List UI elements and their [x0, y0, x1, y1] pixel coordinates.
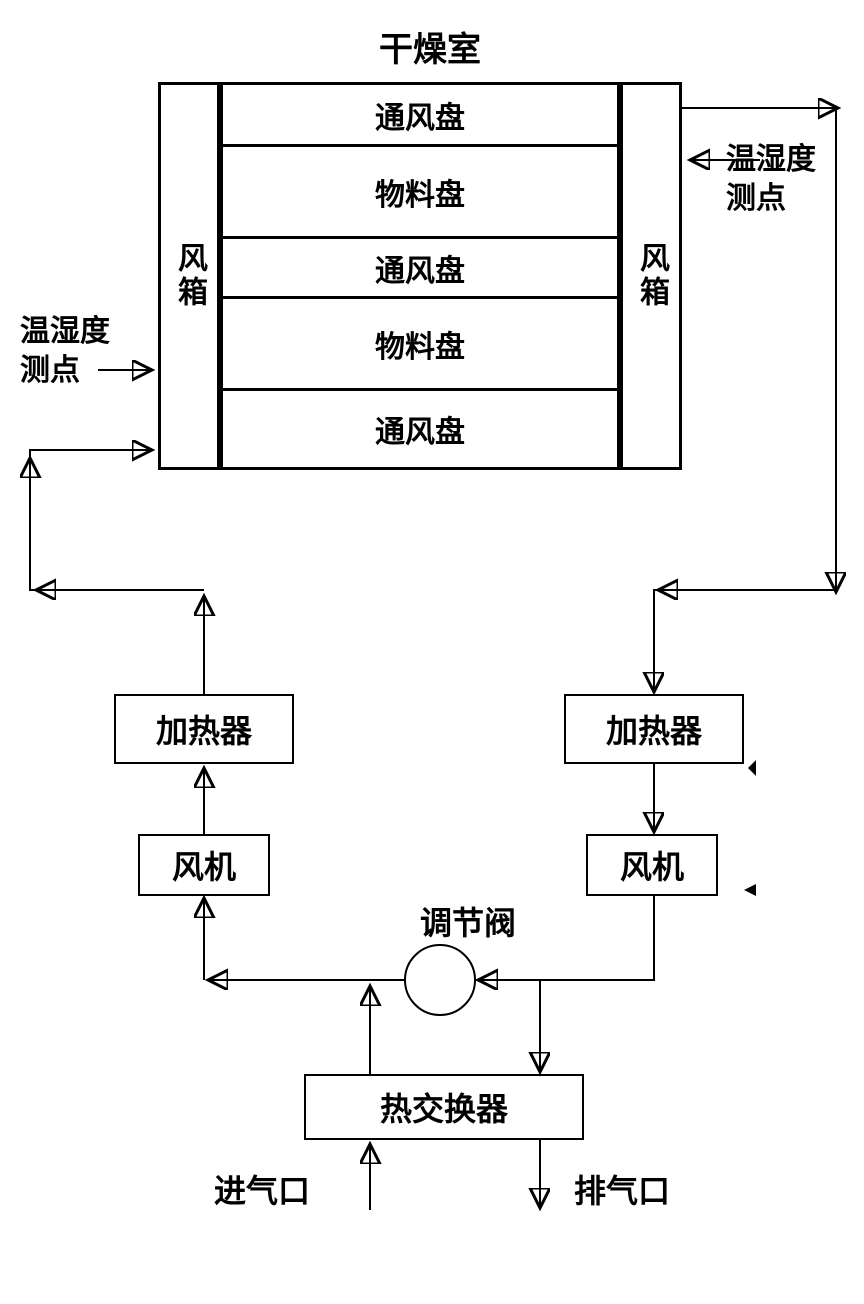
right-sensor-l2: 测点: [726, 179, 816, 218]
left-windbox: 风箱: [158, 82, 220, 470]
right-windbox: 风箱: [620, 82, 682, 470]
left-sensor-l2: 测点: [20, 351, 110, 390]
valve-circle: [404, 944, 476, 1016]
valve-label: 调节阀: [420, 898, 516, 944]
inlet-label: 进气口: [214, 1166, 310, 1212]
right-sensor-l1: 温湿度: [726, 140, 816, 179]
heater-left: 加热器: [114, 694, 294, 764]
row-material-2: 物料盘: [220, 296, 620, 388]
row-material-1: 物料盘: [220, 144, 620, 236]
heater-right: 加热器: [564, 694, 744, 764]
outlet-label: 排气口: [574, 1166, 670, 1212]
title: 干燥室: [300, 22, 560, 71]
right-sensor-label: 温湿度 测点: [726, 140, 816, 218]
row-vent-3: 通风盘: [220, 388, 620, 470]
left-sensor-l1: 温湿度: [20, 312, 110, 351]
row-vent-1: 通风盘: [220, 82, 620, 144]
fan-left: 风机: [138, 834, 270, 896]
left-sensor-label: 温湿度 测点: [20, 312, 110, 390]
fan-right: 风机: [586, 834, 718, 896]
heat-exchanger: 热交换器: [304, 1074, 584, 1140]
row-vent-2: 通风盘: [220, 236, 620, 296]
